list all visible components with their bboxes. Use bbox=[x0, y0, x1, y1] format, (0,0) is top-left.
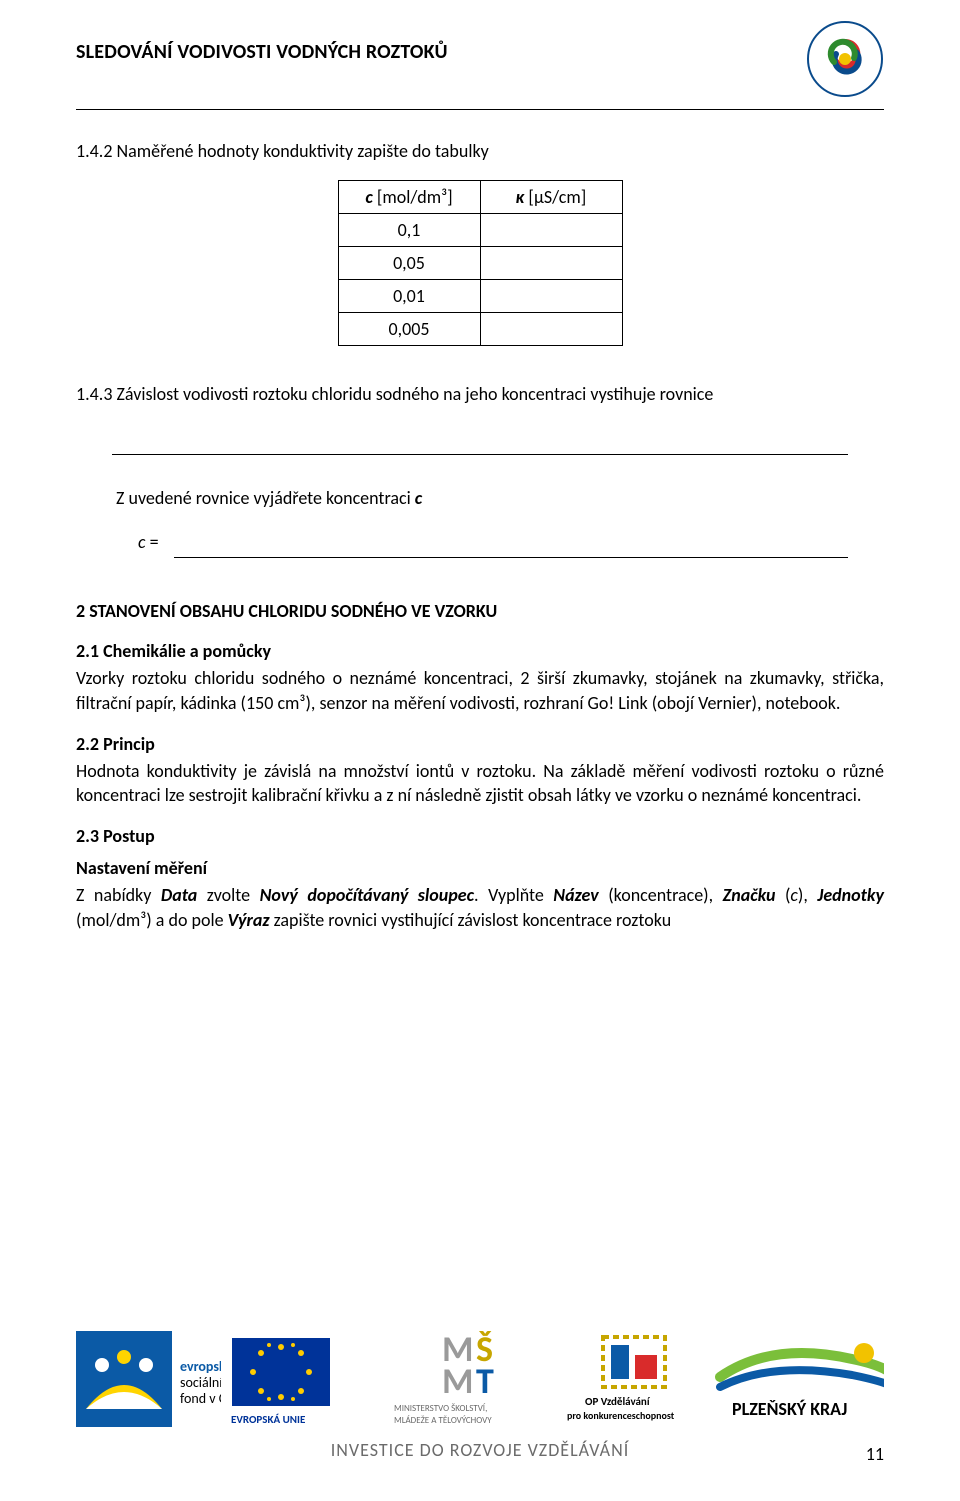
header-logo bbox=[806, 20, 884, 103]
section-2-1-body: Vzorky roztoku chloridu sodného o neznám… bbox=[76, 666, 884, 715]
answer-line-1 bbox=[112, 454, 848, 455]
doc-title: SLEDOVÁNÍ VODIVOSTI VODNÝCH ROZTOKŮ bbox=[76, 40, 448, 64]
esf-logo: evropský sociální fond v ČR bbox=[76, 1331, 221, 1427]
cell-c: 0,005 bbox=[338, 313, 480, 346]
section-2-3-subheading: Nastavení měření bbox=[76, 857, 884, 879]
section-2-1-heading: 2.1 Chemikálie a pomůcky bbox=[76, 640, 884, 662]
svg-text:MINISTERSTVO ŠKOLSTVÍ,: MINISTERSTVO ŠKOLSTVÍ, bbox=[394, 1403, 487, 1414]
table-row: 0,01 bbox=[338, 280, 622, 313]
sub-instruction: Z uvedené rovnice vyjádřete koncentraci … bbox=[116, 487, 884, 509]
section-2-2-body: Hodnota konduktivity je závislá na množs… bbox=[76, 759, 884, 808]
section-2-3-heading: 2.3 Postup bbox=[76, 825, 884, 847]
conductivity-table: c [mol/dm³] κ [μS/cm] 0,1 0,05 0,01 0,00… bbox=[338, 180, 623, 346]
svg-text:MLÁDEŽE A TĚLOVÝCHOVY: MLÁDEŽE A TĚLOVÝCHOVY bbox=[394, 1415, 492, 1426]
section-1-4-3-heading: 1.4.3 Závislost vodivosti roztoku chlori… bbox=[76, 382, 884, 406]
table-row: 0,005 bbox=[338, 313, 622, 346]
cell-c: 0,05 bbox=[338, 247, 480, 280]
header-divider bbox=[76, 109, 884, 110]
svg-text:EVROPSKÁ UNIE: EVROPSKÁ UNIE bbox=[231, 1413, 305, 1426]
cell-c: 0,1 bbox=[338, 214, 480, 247]
section-2-2-heading: 2.2 Princip bbox=[76, 733, 884, 755]
plzen-logo: PLZEŇSKÝ KRAJ bbox=[712, 1331, 884, 1427]
svg-text:fond v ČR: fond v ČR bbox=[180, 1390, 221, 1407]
table-header-c: c [mol/dm³] bbox=[338, 181, 480, 214]
cell-k bbox=[480, 214, 622, 247]
svg-text:PLZEŇSKÝ KRAJ: PLZEŇSKÝ KRAJ bbox=[732, 1398, 847, 1420]
footer-logos: evropský sociální fond v ČR EVROPSKÁ UNI… bbox=[76, 1331, 884, 1427]
cell-k bbox=[480, 313, 622, 346]
section-2-3-body: Z nabídky Data zvolte Nový dopočítávaný … bbox=[76, 883, 884, 932]
svg-text:evropský: evropský bbox=[180, 1358, 221, 1375]
eu-logo: EVROPSKÁ UNIE bbox=[231, 1331, 385, 1427]
svg-text:T: T bbox=[476, 1359, 494, 1403]
cell-k bbox=[480, 280, 622, 313]
svg-text:pro konkurenceschopnost: pro konkurenceschopnost bbox=[567, 1409, 675, 1422]
opvk-logo: OP Vzdělávání pro konkurenceschopnost bbox=[567, 1331, 703, 1427]
answer-line-2 bbox=[174, 557, 848, 558]
section-2-heading: 2 STANOVENÍ OBSAHU CHLORIDU SODNÉHO VE V… bbox=[76, 600, 884, 622]
section-1-4-2-heading: 1.4.2 Naměřené hodnoty konduktivity zapi… bbox=[76, 140, 884, 162]
table-row: 0,05 bbox=[338, 247, 622, 280]
c-equals-label: c = bbox=[138, 531, 159, 553]
msmt-logo: M Š M T MINISTERSTVO ŠKOLSTVÍ, MLÁDEŽE A… bbox=[394, 1331, 557, 1427]
cell-k bbox=[480, 247, 622, 280]
svg-text:OP Vzdělávání: OP Vzdělávání bbox=[585, 1395, 651, 1408]
table-row: 0,1 bbox=[338, 214, 622, 247]
table-header-k: κ [μS/cm] bbox=[480, 181, 622, 214]
footer-invest-text: INVESTICE DO ROZVOJE VZDĚLÁVÁNÍ bbox=[76, 1439, 884, 1461]
cell-c: 0,01 bbox=[338, 280, 480, 313]
page-number: 11 bbox=[866, 1443, 884, 1465]
svg-text:M: M bbox=[442, 1359, 473, 1403]
svg-text:sociální: sociální bbox=[180, 1374, 221, 1391]
